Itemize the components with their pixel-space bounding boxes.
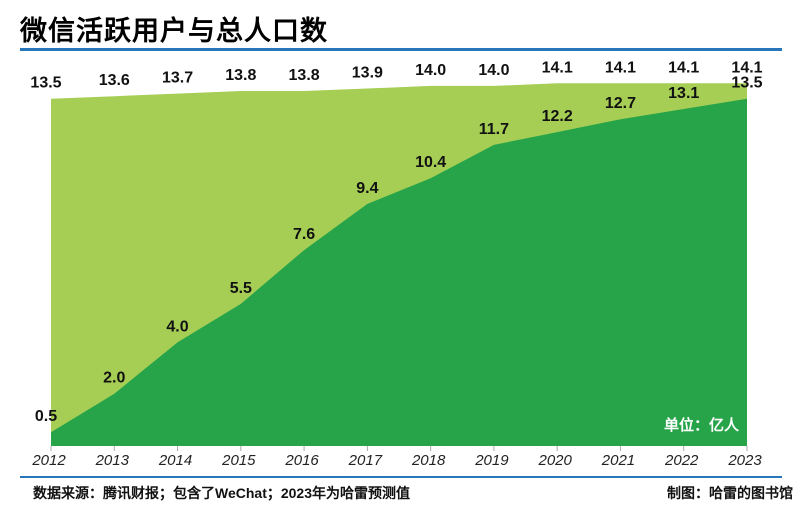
value-label-wechat-active-users: 2.0: [103, 370, 125, 387]
x-axis-label: 2020: [537, 452, 572, 469]
value-label-wechat-active-users: 13.5: [731, 75, 762, 92]
value-label-total-population: 14.0: [478, 62, 509, 79]
value-label-total-population: 14.1: [668, 59, 699, 76]
value-label-total-population: 13.9: [352, 65, 383, 82]
value-label-total-population: 13.6: [99, 72, 130, 89]
value-label-wechat-active-users: 12.2: [542, 108, 573, 125]
value-label-wechat-active-users: 5.5: [230, 280, 252, 297]
x-axis-label: 2019: [474, 452, 509, 469]
value-label-wechat-active-users: 9.4: [356, 180, 378, 197]
page-title: 微信活跃用户与总人口数: [20, 16, 328, 46]
value-label-wechat-active-users: 7.6: [293, 226, 315, 243]
x-axis-label: 2012: [31, 452, 66, 469]
value-label-wechat-active-users: 10.4: [415, 154, 446, 171]
x-axis-label: 2018: [411, 452, 446, 469]
value-label-wechat-active-users: 11.7: [479, 121, 509, 138]
x-axis-label: 2015: [221, 452, 256, 469]
x-axis-label: 2014: [158, 452, 192, 469]
x-axis-label: 2023: [727, 452, 762, 469]
value-label-total-population: 14.1: [542, 59, 573, 76]
x-axis-label: 2013: [95, 452, 130, 469]
value-label-wechat-active-users: 13.1: [668, 85, 699, 102]
value-label-total-population: 13.5: [30, 75, 61, 92]
value-label-wechat-active-users: 4.0: [166, 318, 188, 335]
unit-label: 单位：亿人: [664, 417, 740, 434]
chart-canvas: 2012 2013 2014 2015 2016 2017 2018 2019 2020 2021…: [30, 59, 762, 469]
value-label-wechat-active-users: 12.7: [605, 95, 636, 112]
title-underline: [20, 48, 782, 51]
x-axis-label: 2016: [284, 452, 319, 469]
x-axis-label: 2022: [664, 452, 699, 469]
x-axis-label: 2021: [601, 452, 635, 469]
value-label-total-population: 14.0: [415, 62, 446, 79]
footer: 数据来源：腾讯财报；包含了WeChat；2023年为哈雷预测值 制图：哈雷的图书…: [33, 483, 793, 503]
value-label-total-population: 13.8: [225, 67, 256, 84]
value-label-total-population: 13.8: [289, 67, 320, 84]
footer-divider: [20, 476, 782, 478]
area-wechat-active-users: [51, 98, 747, 446]
value-label-total-population: 14.1: [605, 59, 636, 76]
value-label-total-population: 14.1: [731, 59, 762, 76]
source-note: 数据来源：腾讯财报；包含了WeChat；2023年为哈雷预测值: [33, 485, 411, 501]
credit-note: 制图：哈雷的图书馆: [667, 485, 793, 501]
value-label-wechat-active-users: 0.5: [35, 408, 57, 425]
x-axis-label: 2017: [348, 452, 383, 469]
area-chart: 2012 2013 2014 2015 2016 2017 2018 2019 2020 2021…: [30, 59, 762, 469]
value-label-total-population: 13.7: [162, 70, 193, 87]
